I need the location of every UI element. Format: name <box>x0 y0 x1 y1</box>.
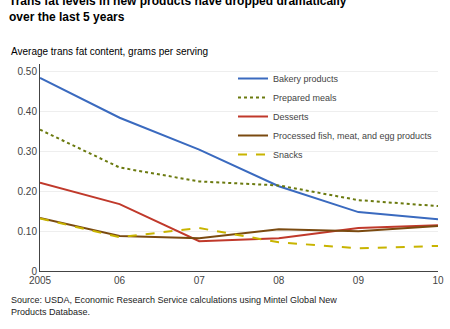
svg-text:0.20: 0.20 <box>18 186 38 197</box>
svg-text:06: 06 <box>114 275 126 286</box>
svg-text:0: 0 <box>31 266 37 277</box>
svg-text:10: 10 <box>432 275 444 286</box>
svg-text:Snacks: Snacks <box>273 150 303 160</box>
svg-text:07: 07 <box>194 275 206 286</box>
svg-text:Processed fish, meat, and egg: Processed fish, meat, and egg products <box>273 131 432 141</box>
svg-text:0.50: 0.50 <box>18 66 38 77</box>
svg-text:Bakery products: Bakery products <box>273 74 339 84</box>
svg-text:0.10: 0.10 <box>18 226 38 237</box>
svg-text:Average trans fat content, gra: Average trans fat content, grams per ser… <box>11 46 208 57</box>
svg-text:Source: USDA, Economic Researc: Source: USDA, Economic Research Service … <box>11 295 337 317</box>
svg-text:2005: 2005 <box>29 275 52 286</box>
svg-text:Prepared meals: Prepared meals <box>273 93 337 103</box>
svg-text:0.40: 0.40 <box>18 106 38 117</box>
svg-text:09: 09 <box>353 275 365 286</box>
svg-text:08: 08 <box>273 275 285 286</box>
svg-text:0.30: 0.30 <box>18 146 38 157</box>
svg-text:Trans fat levels in new produc: Trans fat levels in new products have dr… <box>9 0 347 24</box>
svg-text:Desserts: Desserts <box>273 112 309 122</box>
